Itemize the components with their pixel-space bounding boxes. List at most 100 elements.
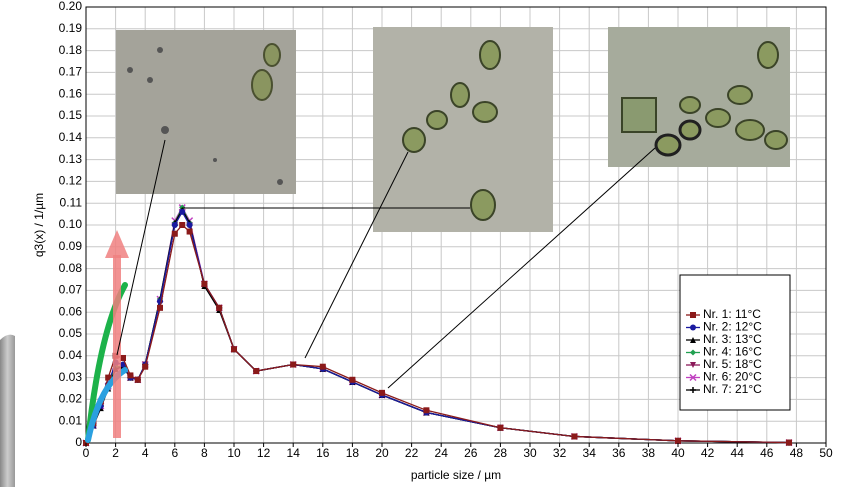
y-tick-label: 0.04	[59, 348, 83, 362]
marker	[201, 280, 208, 287]
marker	[120, 354, 126, 361]
marker	[127, 372, 134, 379]
red-arrow-head	[105, 230, 129, 258]
y-tick-label: 0.01	[59, 413, 83, 427]
x-tick-label: 48	[790, 446, 804, 460]
marker	[690, 312, 696, 318]
pointer-line	[304, 151, 409, 359]
y-tick-label: 0.03	[59, 370, 83, 384]
marker	[186, 222, 193, 228]
x-tick-label: 16	[316, 446, 330, 460]
x-tick-label: 14	[287, 446, 301, 460]
y-tick-label: 0.02	[59, 392, 83, 406]
marker	[786, 439, 792, 446]
marker	[186, 228, 193, 235]
marker	[134, 376, 141, 383]
x-tick-label: 26	[464, 446, 478, 460]
marker	[690, 337, 696, 343]
x-tick-label: 10	[227, 446, 241, 460]
y-tick-label: 0.06	[59, 304, 83, 318]
x-tick-label: 0	[83, 446, 90, 460]
marker	[216, 304, 223, 311]
marker	[142, 363, 149, 370]
x-tick-label: 32	[553, 446, 567, 460]
y-tick-label: 0.05	[59, 326, 83, 340]
y-tick-label: 0	[75, 435, 82, 449]
y-tick-label: 0.11	[60, 195, 83, 209]
marker	[290, 361, 297, 368]
legend-label: Nr. 3: 13°C	[703, 332, 762, 346]
x-tick-label: 22	[405, 446, 419, 460]
x-tick-label: 44	[731, 446, 745, 460]
legend-box	[679, 274, 791, 411]
marker	[319, 363, 326, 370]
y-axis-label: q3(x) / 1/µm	[32, 193, 46, 257]
marker	[690, 349, 696, 356]
x-tick-label: 50	[819, 446, 833, 460]
x-tick-label: 42	[701, 446, 715, 460]
micrograph-1	[116, 30, 296, 194]
marker	[349, 376, 356, 383]
marker	[157, 304, 163, 311]
x-axis-label: particle size / µm	[411, 468, 501, 482]
decorative-cylinder	[0, 334, 15, 487]
y-tick-label: 0.09	[59, 239, 83, 253]
marker	[253, 368, 260, 375]
y-tick-label: 0.14	[59, 130, 83, 144]
x-tick-label: 12	[257, 446, 271, 460]
x-tick-label: 8	[201, 446, 208, 460]
marker	[423, 407, 430, 414]
marker	[171, 222, 178, 228]
x-tick-label: 20	[375, 446, 389, 460]
y-tick-label: 0.15	[59, 108, 83, 122]
x-tick-label: 38	[642, 446, 656, 460]
x-tick-label: 4	[142, 446, 149, 460]
pointer-line	[116, 139, 166, 356]
x-tick-label: 28	[494, 446, 508, 460]
marker	[689, 373, 697, 382]
y-tick-label: 0.12	[59, 174, 83, 188]
x-tick-label: 18	[346, 446, 360, 460]
marker	[179, 208, 186, 215]
micrograph-2	[373, 27, 553, 232]
marker	[690, 324, 696, 331]
legend-label: Nr. 2: 12°C	[703, 320, 762, 334]
marker	[231, 346, 237, 353]
x-tick-label: 30	[523, 446, 537, 460]
y-tick-label: 0.18	[59, 43, 83, 57]
micrograph-3	[608, 27, 790, 167]
y-tick-label: 0.13	[59, 152, 83, 166]
x-tick-label: 34	[583, 446, 597, 460]
y-tick-label: 0.08	[59, 261, 83, 275]
x-tick-label: 36	[612, 446, 626, 460]
y-tick-label: 0.07	[59, 283, 83, 297]
marker	[690, 387, 696, 393]
plot-frame	[85, 6, 827, 444]
y-tick-label: 0.19	[59, 21, 83, 35]
x-tick-label: 6	[171, 446, 178, 460]
marker	[690, 362, 696, 368]
legend-label: Nr. 4: 16°C	[703, 345, 762, 359]
legend-label: Nr. 7: 21°C	[703, 382, 762, 396]
legend-label: Nr. 6: 20°C	[703, 370, 762, 384]
y-tick-label: 0.10	[59, 217, 83, 231]
legend-label: Nr. 1: 11°C	[703, 307, 761, 321]
marker	[675, 437, 681, 444]
x-tick-label: 40	[671, 446, 685, 460]
x-tick-label: 24	[435, 446, 449, 460]
marker	[105, 374, 112, 381]
marker	[171, 230, 178, 237]
marker	[179, 222, 186, 228]
y-tick-label: 0.16	[59, 86, 83, 100]
marker	[497, 424, 504, 431]
x-tick-label: 46	[760, 446, 774, 460]
legend-label: Nr. 5: 18°C	[703, 357, 762, 371]
marker	[571, 433, 578, 440]
x-tick-label: 2	[112, 446, 119, 460]
y-tick-label: 0.17	[59, 65, 83, 79]
marker	[379, 389, 385, 396]
pointer-line	[387, 147, 656, 389]
y-tick-label: 0.20	[59, 0, 83, 13]
legend: Nr. 1: 11°CNr. 2: 12°CNr. 3: 13°CNr. 4: …	[679, 274, 791, 411]
